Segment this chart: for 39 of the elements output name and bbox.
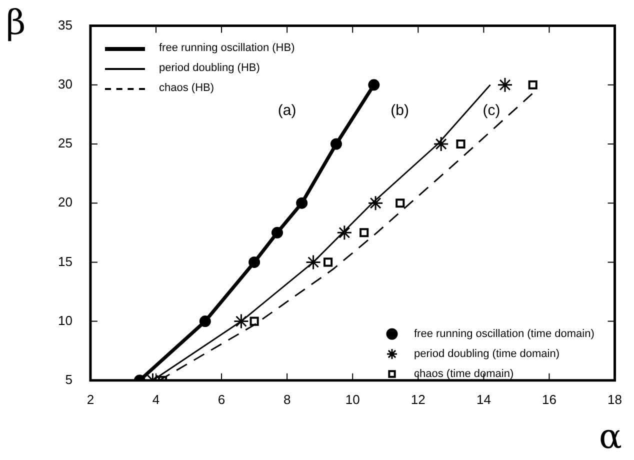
legend-label: free running oscillation (time domain) <box>414 328 594 340</box>
y-tick-label: 20 <box>58 194 72 210</box>
y-tick-label: 15 <box>58 254 72 269</box>
annotation: (c) <box>482 102 500 120</box>
point <box>433 136 449 152</box>
annotation: (b) <box>390 102 409 120</box>
point <box>528 80 538 90</box>
legend-label: period doubling (HB) <box>159 61 260 76</box>
x-tick-label: 14 <box>476 392 491 407</box>
point <box>456 139 466 149</box>
y-tick-label: 30 <box>58 76 72 92</box>
point <box>368 195 384 211</box>
legend-label: chaos (time domain) <box>414 368 514 380</box>
point <box>396 198 405 208</box>
point <box>336 224 352 240</box>
annotation: (a) <box>278 102 296 120</box>
x-tick-label: 18 <box>608 392 622 407</box>
x-tick-label: 16 <box>542 392 556 407</box>
x-axis-title: α <box>599 417 622 457</box>
point <box>250 316 259 326</box>
y-tick-label: 10 <box>58 312 72 328</box>
point <box>233 314 249 330</box>
point <box>360 228 369 238</box>
x-tick-label: 6 <box>218 392 226 407</box>
x-tick-label: 4 <box>152 392 160 407</box>
y-tick-label: 5 <box>65 372 72 387</box>
x-tick-label: 2 <box>86 392 94 407</box>
point <box>324 258 333 267</box>
point <box>306 254 322 270</box>
y-tick-label: 35 <box>58 17 72 32</box>
x-tick-label: 8 <box>283 392 291 407</box>
legend-label: period doubling (time domain) <box>414 348 560 360</box>
x-tick-label: 12 <box>410 392 426 407</box>
legend-label: chaos (HB) <box>159 81 214 96</box>
x-tick-label: 10 <box>345 392 360 407</box>
point <box>497 77 513 93</box>
y-axis-title: β <box>6 3 26 43</box>
legend-label: free running oscillation (HB) <box>159 41 295 56</box>
y-tick-label: 25 <box>58 136 72 151</box>
